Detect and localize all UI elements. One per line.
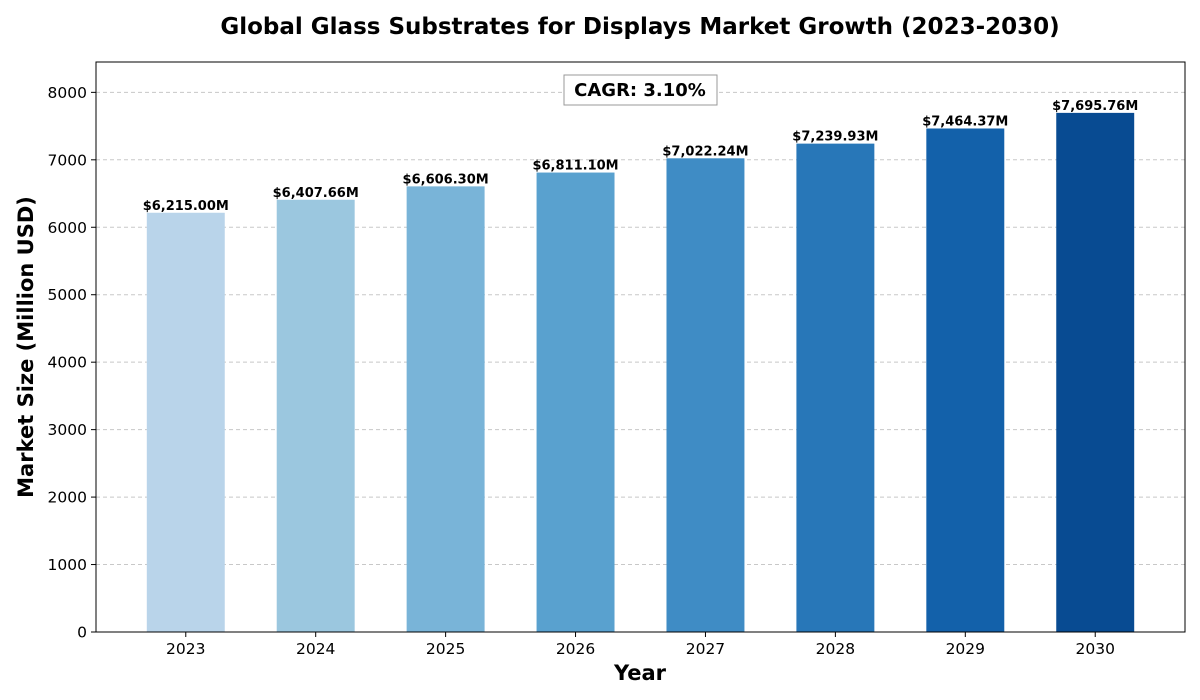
x-tick-label-2028: 2028 xyxy=(816,640,855,658)
bar-2030 xyxy=(1056,112,1135,632)
bar-2027 xyxy=(666,158,745,633)
bar-2029 xyxy=(926,128,1005,633)
data-label-2028: $7,239.93M xyxy=(792,130,878,145)
y-tick-label: 2000 xyxy=(48,489,87,507)
chart-title: Global Glass Substrates for Displays Mar… xyxy=(220,14,1059,40)
x-tick-label-2023: 2023 xyxy=(166,640,205,658)
x-tick-label-2025: 2025 xyxy=(426,640,465,658)
y-tick-label: 1000 xyxy=(48,556,87,574)
bar-2026 xyxy=(536,172,615,632)
data-label-2029: $7,464.37M xyxy=(922,114,1008,129)
x-axis-ticks: 2023 2024 2025 2026 2027 2028 2029 2030 xyxy=(166,632,1115,658)
x-axis-title: Year xyxy=(613,661,667,685)
plot-area-frame xyxy=(95,61,1186,633)
y-tick-label: 7000 xyxy=(48,151,87,169)
data-label-2025: $6,606.30M xyxy=(403,172,489,187)
cagr-box xyxy=(563,74,718,106)
y-tick-label: 3000 xyxy=(48,421,87,439)
cagr-annotation: CAGR: 3.10% xyxy=(563,74,718,106)
x-tick-label-2030: 2030 xyxy=(1075,640,1114,658)
data-label-2026: $6,811.10M xyxy=(532,159,618,174)
data-label-2024: $6,407.66M xyxy=(273,186,359,201)
x-tick-label-2027: 2027 xyxy=(686,640,725,658)
y-axis-title: Market Size (Million USD) xyxy=(14,196,38,498)
x-tick-label-2026: 2026 xyxy=(556,640,595,658)
data-label-2027: $7,022.24M xyxy=(662,144,748,159)
y-tick-label: 6000 xyxy=(48,219,87,237)
y-tick-label: 4000 xyxy=(48,354,87,372)
cagr-label: CAGR: 3.10% xyxy=(574,80,706,101)
data-label-2030: $7,695.76M xyxy=(1052,99,1138,114)
y-tick-label: 5000 xyxy=(48,286,87,304)
bar-2025 xyxy=(406,186,485,633)
x-tick-label-2029: 2029 xyxy=(946,640,985,658)
data-labels: $6,215.00M $6,407.66M $6,606.30M $6,811.10M… xyxy=(143,99,1139,214)
bar-2028 xyxy=(796,143,875,632)
y-tick-label: 0 xyxy=(77,624,87,642)
y-axis-ticks: 0 1000 2000 3000 4000 5000 6000 7000 8000 xyxy=(48,84,96,642)
bar-2023 xyxy=(146,212,225,633)
data-label-2023: $6,215.00M xyxy=(143,199,229,214)
x-tick-label-2024: 2024 xyxy=(296,640,335,658)
bar-2024 xyxy=(276,199,355,632)
y-tick-label: 8000 xyxy=(48,84,87,102)
bars xyxy=(146,112,1135,633)
